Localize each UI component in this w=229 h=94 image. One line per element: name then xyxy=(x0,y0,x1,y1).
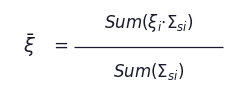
Text: $Sum(\Sigma_{si})$: $Sum(\Sigma_{si})$ xyxy=(112,61,183,82)
Text: $\bar{\xi}$: $\bar{\xi}$ xyxy=(23,32,36,59)
Text: $Sum(\xi_i{\cdot}\Sigma_{si})$: $Sum(\xi_i{\cdot}\Sigma_{si})$ xyxy=(103,13,192,34)
Text: $=$: $=$ xyxy=(50,36,69,54)
